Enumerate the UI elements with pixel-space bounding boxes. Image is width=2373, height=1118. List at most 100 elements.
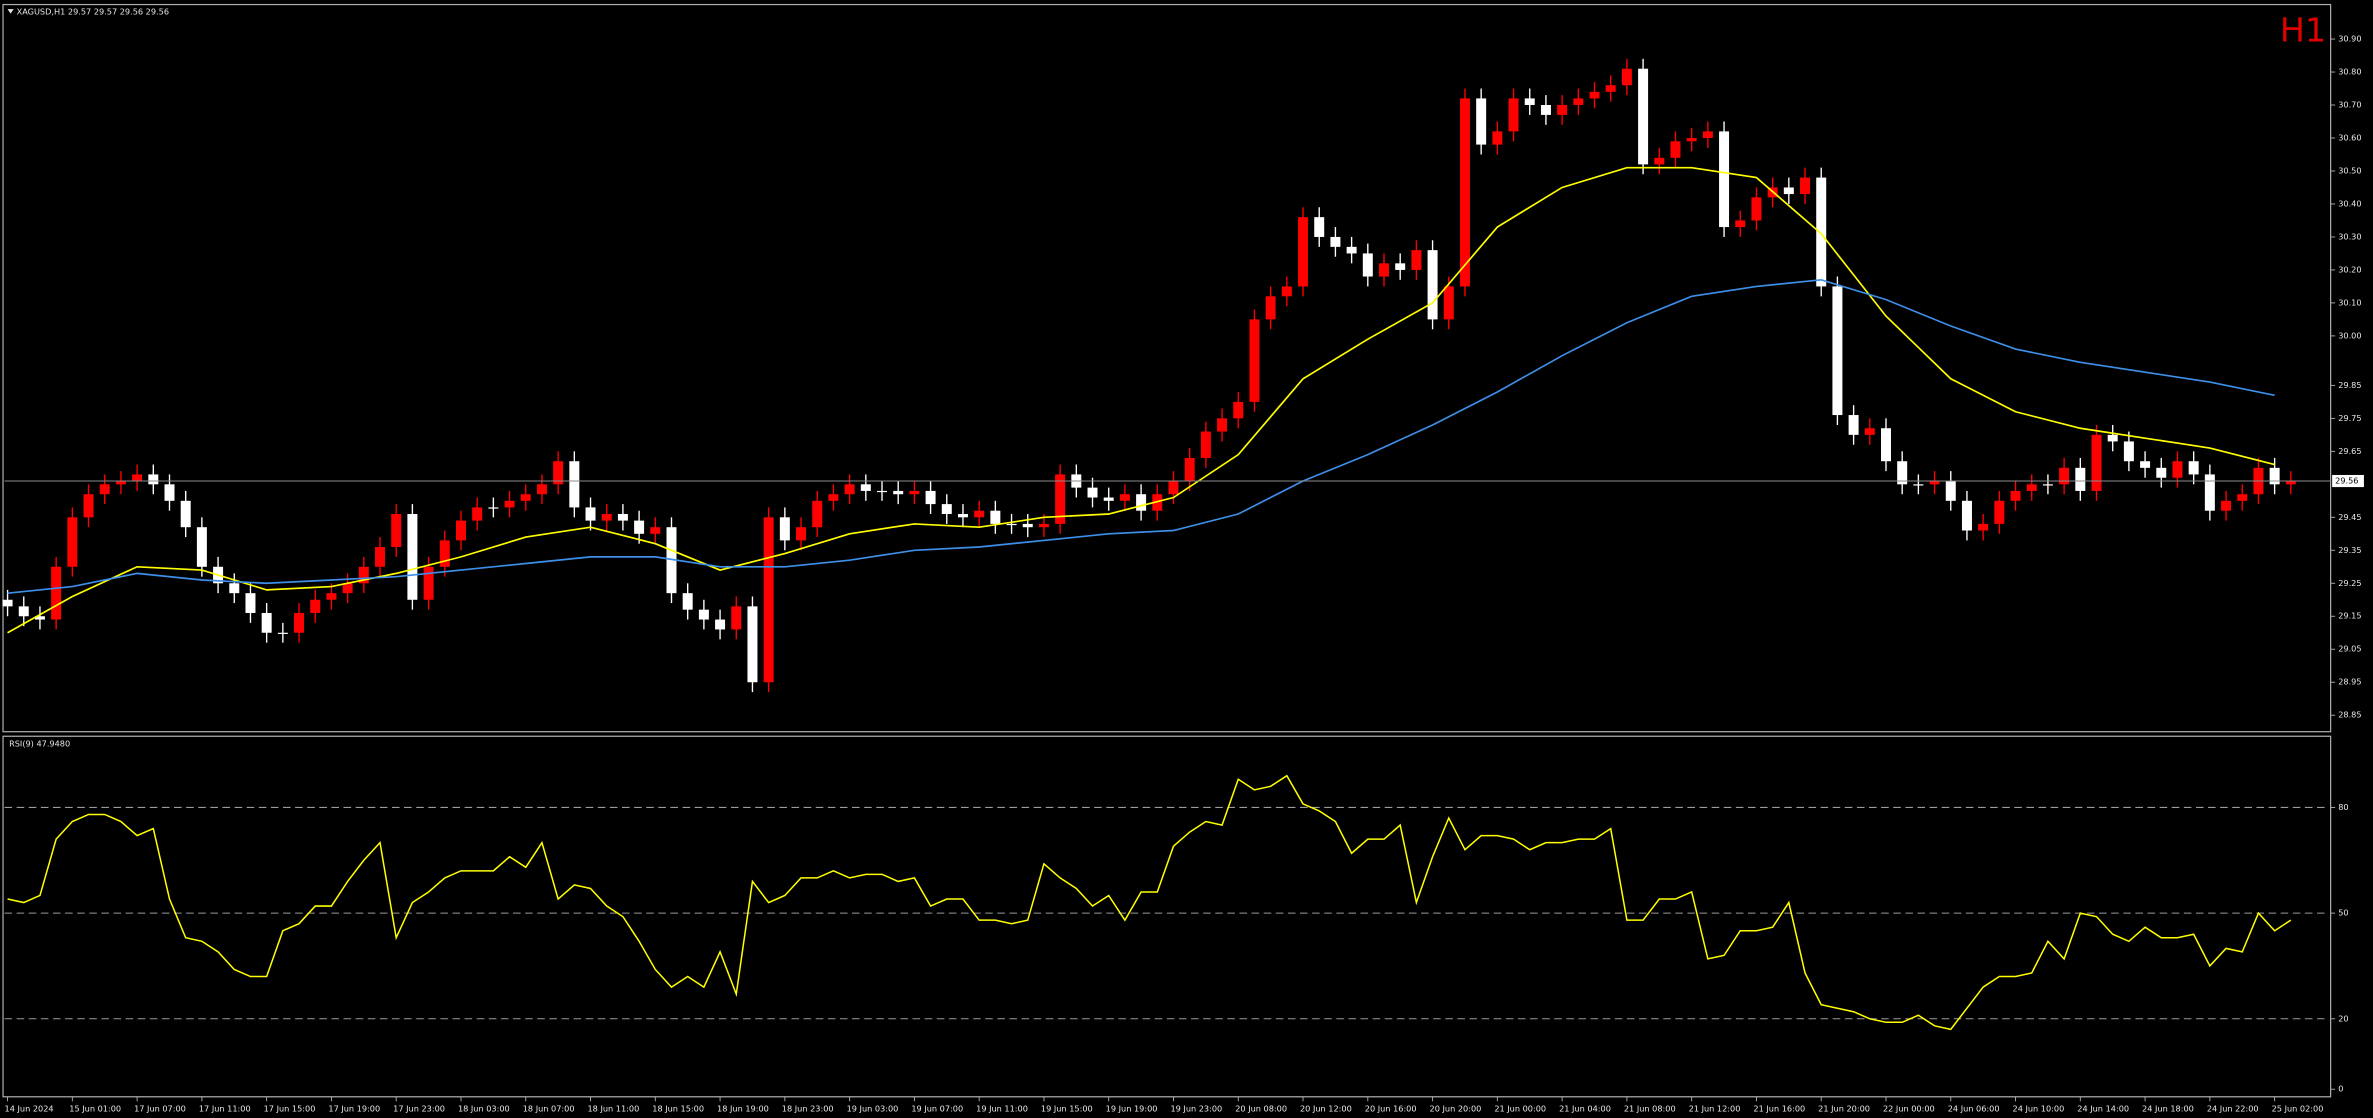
candle-body xyxy=(375,546,386,567)
candle-body xyxy=(617,514,628,521)
candle-body xyxy=(1897,461,1908,485)
y-tick-label: 29.25 xyxy=(2338,578,2361,588)
candle-body xyxy=(1557,105,1568,115)
x-tick-label: 18 Jun 23:00 xyxy=(782,1103,834,1113)
candle-body xyxy=(1702,131,1713,138)
y-tick-label: 80 xyxy=(2338,802,2348,812)
chart-title: XAGUSD,H1 29.57 29.57 29.56 29.56 xyxy=(17,7,169,17)
x-tick-label: 17 Jun 07:00 xyxy=(134,1103,186,1113)
candle-body xyxy=(1427,250,1438,320)
candle-body xyxy=(1783,187,1794,195)
candle-body xyxy=(925,490,936,505)
candle-body xyxy=(148,474,159,485)
candle-body xyxy=(67,517,78,567)
candle-body xyxy=(2091,434,2102,491)
candle-body xyxy=(1476,98,1487,145)
candle-body xyxy=(941,504,952,515)
candle-body xyxy=(1038,523,1049,528)
y-tick-label: 29.65 xyxy=(2338,446,2361,456)
x-tick-label: 24 Jun 14:00 xyxy=(2077,1103,2129,1113)
y-tick-label: 30.30 xyxy=(2338,231,2361,241)
candle-body xyxy=(1800,177,1811,195)
candle-body xyxy=(2107,434,2118,442)
candle-body xyxy=(1961,500,1972,531)
x-tick-label: 19 Jun 11:00 xyxy=(976,1103,1028,1113)
candle-body xyxy=(294,612,305,633)
candle-body xyxy=(2140,461,2151,468)
candle-body xyxy=(585,507,596,521)
x-tick-label: 24 Jun 06:00 xyxy=(1948,1103,2000,1113)
x-tick-label: 21 Jun 20:00 xyxy=(1818,1103,1870,1113)
x-tick-label: 21 Jun 16:00 xyxy=(1753,1103,1805,1113)
candle-body xyxy=(391,514,402,547)
y-tick-label: 29.45 xyxy=(2338,512,2361,522)
candle-body xyxy=(1443,286,1454,320)
candle-body xyxy=(439,540,450,567)
candle-body xyxy=(2285,481,2296,485)
candle-body xyxy=(229,583,240,594)
candle-body xyxy=(957,514,968,518)
y-tick-label: 20 xyxy=(2338,1013,2348,1023)
y-tick-label: 30.50 xyxy=(2338,165,2361,175)
candle-body xyxy=(1379,263,1389,277)
candle-body xyxy=(1508,98,1519,132)
candle-body xyxy=(164,484,175,501)
candle-body xyxy=(504,500,515,508)
candle-body xyxy=(342,583,353,594)
x-tick-label: 21 Jun 04:00 xyxy=(1559,1103,1611,1113)
candle-body xyxy=(18,606,29,617)
candle-body xyxy=(1686,137,1697,142)
timeframe-label: H1 xyxy=(2280,10,2326,49)
candle-body xyxy=(1119,494,1130,501)
y-tick-label: 30.80 xyxy=(2338,67,2361,77)
x-tick-label: 18 Jun 07:00 xyxy=(523,1103,575,1113)
candle-body xyxy=(1913,484,1924,486)
candle-body xyxy=(2059,467,2070,485)
candle-body xyxy=(1945,481,1956,501)
candle-body xyxy=(2010,490,2021,501)
candle-body xyxy=(1994,500,2005,524)
x-tick-label: 18 Jun 03:00 xyxy=(458,1103,510,1113)
candle-body xyxy=(990,510,1001,524)
candle-body xyxy=(99,484,110,495)
candle-body xyxy=(1265,296,1276,320)
x-tick-label: 17 Jun 15:00 xyxy=(264,1103,316,1113)
candle-body xyxy=(682,593,693,610)
candle-body xyxy=(1751,197,1762,221)
y-tick-label: 50 xyxy=(2338,908,2348,918)
y-tick-label: 29.85 xyxy=(2338,380,2361,390)
candle-body xyxy=(1249,319,1260,402)
candle-body xyxy=(358,566,369,584)
candle-body xyxy=(2221,500,2232,511)
y-tick-label: 29.35 xyxy=(2338,545,2361,555)
candle-body xyxy=(407,514,418,600)
y-tick-label: 29.05 xyxy=(2338,644,2361,654)
candle-body xyxy=(536,484,547,495)
candle-body xyxy=(1670,141,1681,158)
y-tick-label: 30.20 xyxy=(2338,264,2361,274)
candle-body xyxy=(779,517,790,541)
x-tick-label: 24 Jun 22:00 xyxy=(2207,1103,2259,1113)
candle-body xyxy=(1880,428,1891,462)
candle-body xyxy=(455,520,466,541)
candle-body xyxy=(1848,415,1859,435)
candle-body xyxy=(844,484,855,495)
candle-body xyxy=(731,606,742,630)
candle-body xyxy=(812,500,823,528)
candle-body xyxy=(1087,487,1098,498)
candle-body xyxy=(1492,131,1503,145)
candle-body xyxy=(1200,431,1211,458)
menu-arrow[interactable] xyxy=(7,9,14,14)
candle-body xyxy=(1298,217,1309,287)
candle-body xyxy=(1346,246,1357,254)
candle-body xyxy=(1103,497,1114,501)
y-tick-label: 30.60 xyxy=(2338,132,2361,142)
candle-body xyxy=(261,612,272,633)
candle-body xyxy=(1929,481,1940,485)
y-tick-label: 29.15 xyxy=(2338,611,2361,621)
candle-body xyxy=(1621,68,1632,86)
candle-body xyxy=(423,566,434,600)
candle-body xyxy=(2188,461,2199,475)
candle-body xyxy=(2156,467,2167,478)
